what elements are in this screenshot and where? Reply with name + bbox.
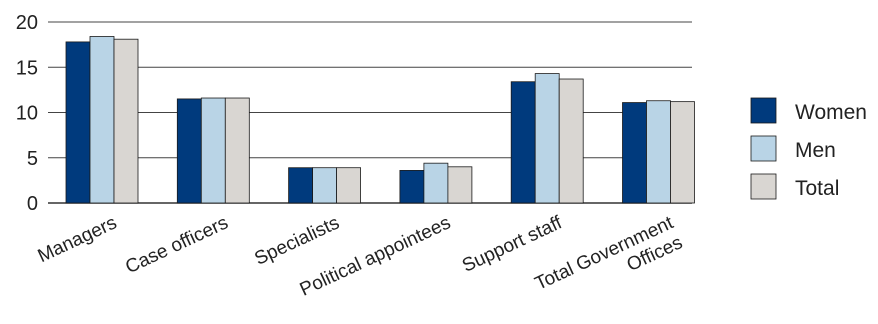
x-axis-category-labels: Managers Case officers SpecialistsPolitica… — [35, 212, 686, 301]
gridlines — [48, 21, 692, 204]
legend-label-women: Women — [795, 101, 867, 124]
bar-women-6 — [622, 102, 647, 204]
bar-women-3 — [288, 167, 314, 204]
bar-women-2 — [176, 98, 202, 204]
bar-men-2 — [200, 97, 226, 204]
y-tick-label: 10 — [16, 103, 38, 125]
bar-men-3 — [312, 167, 338, 204]
bars — [65, 36, 695, 204]
legend: Women Men Total — [750, 97, 867, 200]
bar-total-2 — [224, 97, 250, 204]
bar-women-1 — [65, 41, 91, 204]
legend-label-men: Men — [795, 139, 836, 162]
legend-swatch-women — [750, 97, 777, 124]
bar-women-4 — [399, 170, 425, 204]
y-tick-label: 5 — [27, 148, 38, 170]
y-tick-label: 15 — [16, 57, 38, 79]
bar-total-1 — [113, 38, 139, 204]
y-tick-label: 20 — [16, 12, 38, 34]
bar-total-6 — [670, 101, 695, 204]
bar-men-6 — [646, 100, 671, 204]
bar-women-5 — [510, 81, 536, 204]
y-axis-tick-labels: 0 5 10 15 20 — [16, 12, 38, 215]
x-category-label: Managers — [35, 212, 120, 267]
bar-men-4 — [423, 162, 449, 204]
legend-swatch-total — [750, 173, 777, 200]
legend-swatch-men — [750, 135, 777, 162]
bar-men-1 — [89, 36, 115, 204]
x-category-label: Specialists — [252, 212, 343, 269]
y-tick-label: 0 — [27, 193, 38, 215]
bar-total-5 — [558, 78, 584, 204]
x-category-label: Case officers — [122, 212, 231, 278]
bar-total-3 — [336, 167, 362, 204]
legend-label-total: Total — [795, 177, 839, 200]
bar-total-4 — [447, 166, 473, 204]
bar-men-5 — [534, 73, 560, 204]
